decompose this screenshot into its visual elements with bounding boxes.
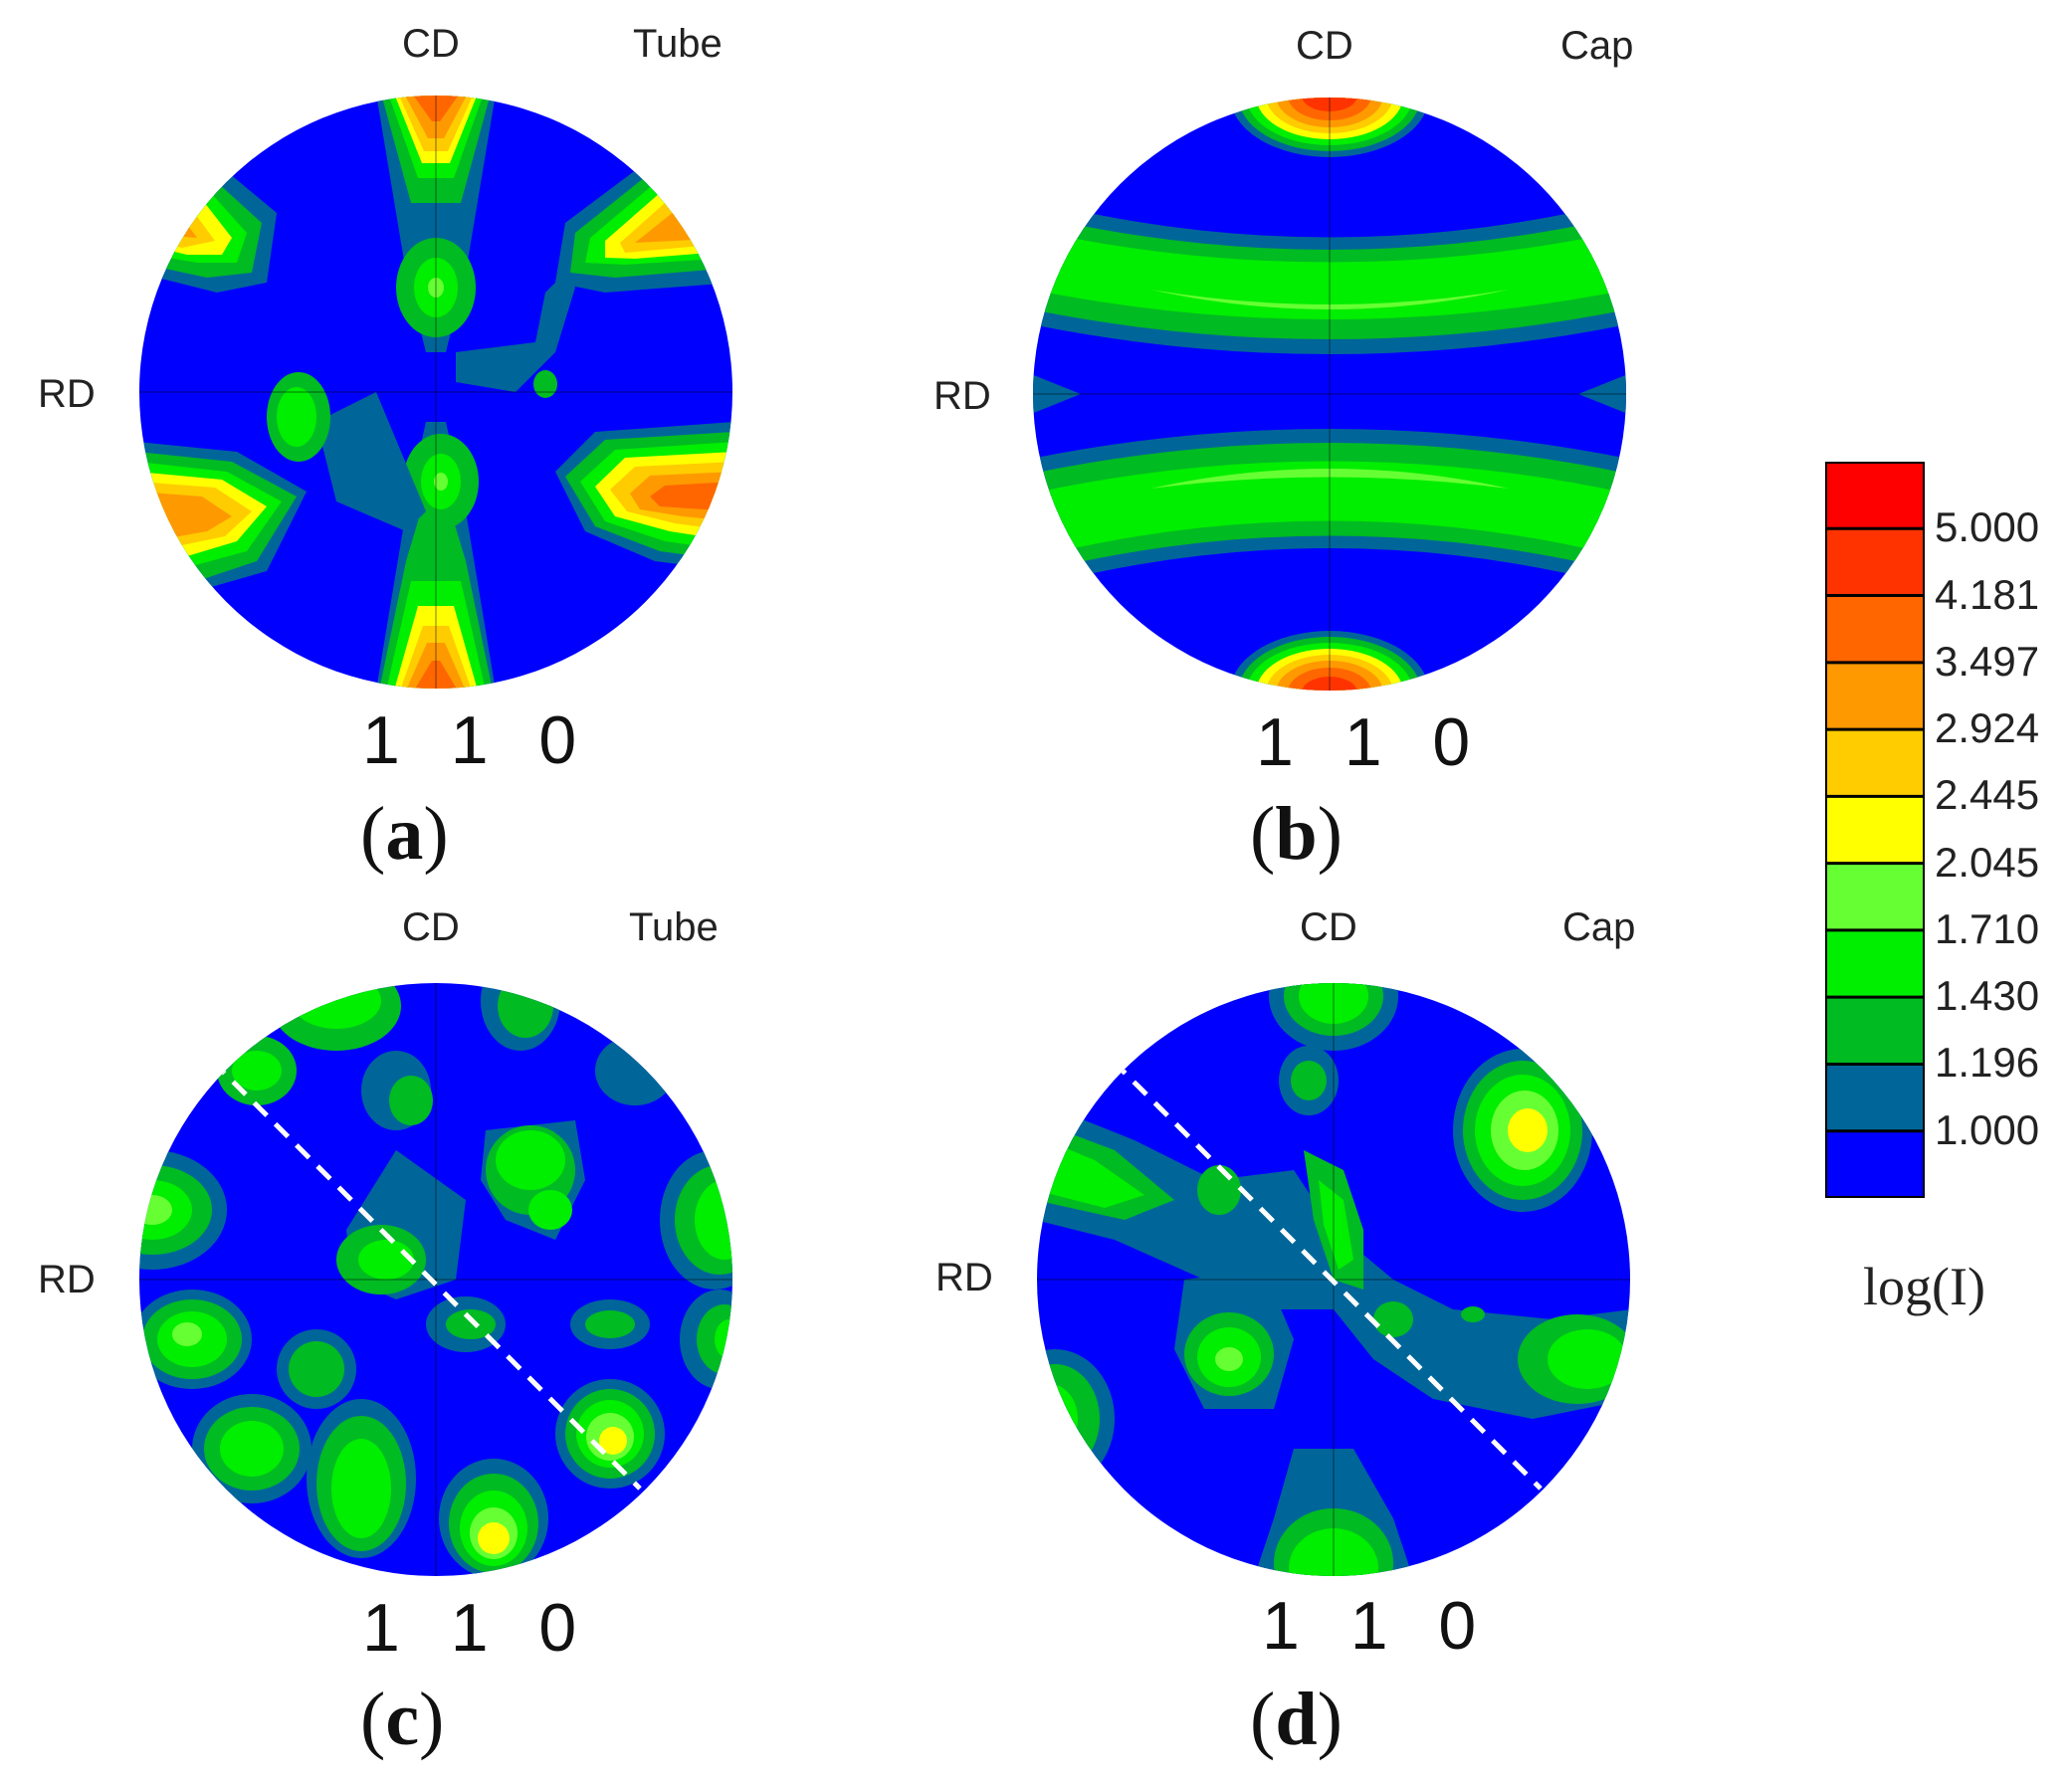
colorbar-tick-label: 1.000 [1935, 1105, 2040, 1153]
colorbar-swatch [1825, 528, 1925, 596]
colorbar-swatch [1825, 997, 1925, 1065]
cd-axis-label: CD [1296, 24, 1353, 68]
colorbar-tick-label: 2.924 [1935, 704, 2040, 752]
panel-caption-d: (d) [1250, 1678, 1343, 1761]
colorbar-swatch [1825, 796, 1925, 864]
colorbar-swatch [1825, 662, 1925, 730]
colorbar-title: log(I) [1863, 1257, 1985, 1316]
colorbar-tick-label: 5.000 [1935, 503, 2040, 551]
colorbar-tick-label: 2.045 [1935, 838, 2040, 886]
cd-axis-label: CD [402, 22, 460, 66]
colorbar-swatch [1825, 1130, 1925, 1198]
cd-axis-label: CD [1300, 905, 1357, 949]
pole-figure-d [1037, 983, 1630, 1576]
corner-label: Cap [1562, 905, 1636, 949]
miller-index-label: 1 1 0 [1256, 704, 1487, 780]
rd-axis-label: RD [933, 374, 991, 418]
colorbar-swatch [1825, 729, 1925, 797]
panel-caption-a: (a) [360, 792, 449, 876]
pole-figure-c [139, 983, 732, 1576]
colorbar-tick-label: 4.181 [1935, 570, 2040, 618]
pole-figure-b [1033, 98, 1626, 691]
corner-label: Tube [633, 22, 723, 66]
colorbar-swatch [1825, 929, 1925, 998]
cd-axis-label: CD [402, 905, 460, 949]
miller-index-label: 1 1 0 [1262, 1588, 1493, 1664]
colorbar-tick-label: 1.430 [1935, 972, 2040, 1020]
rd-axis-label: RD [38, 1258, 96, 1301]
colorbar-tick-label: 3.497 [1935, 637, 2040, 685]
colorbar-swatches [1825, 462, 1925, 1198]
rd-axis-label: RD [38, 372, 96, 416]
colorbar-swatch [1825, 462, 1925, 529]
panel-caption-b: (b) [1250, 792, 1343, 876]
dashed-guide-line [210, 1059, 642, 1491]
rd-axis-label: RD [935, 1256, 993, 1299]
colorbar-tick-label: 1.710 [1935, 904, 2040, 952]
miller-index-label: 1 1 0 [362, 702, 593, 778]
pole-figure-a [139, 96, 732, 689]
colorbar-swatch [1825, 1064, 1925, 1131]
colorbar-swatch [1825, 595, 1925, 663]
panel-caption-c: (c) [360, 1678, 445, 1761]
colorbar-swatch [1825, 863, 1925, 930]
corner-label: Tube [629, 905, 719, 949]
colorbar-tick-label: 1.196 [1935, 1039, 2040, 1087]
dashed-guide-line [1111, 1059, 1543, 1491]
corner-label: Cap [1560, 24, 1634, 68]
colorbar-tick-label: 2.445 [1935, 771, 2040, 819]
miller-index-label: 1 1 0 [362, 1590, 593, 1666]
